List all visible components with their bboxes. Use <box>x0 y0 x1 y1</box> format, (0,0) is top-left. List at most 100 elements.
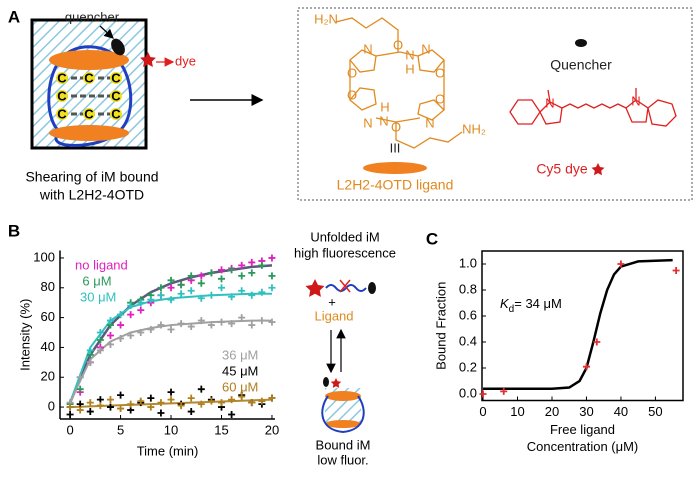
cytosine-label: C <box>84 70 94 85</box>
y-tick-label: 60 <box>41 309 55 324</box>
data-point <box>127 400 135 408</box>
data-point <box>187 287 195 295</box>
kd-subscript: d <box>509 304 515 315</box>
data-point <box>258 261 266 269</box>
y-tick-label: 80 <box>41 279 55 294</box>
dye-atom: N <box>631 93 640 108</box>
data-point <box>106 403 114 411</box>
data-point <box>137 306 145 314</box>
data-point <box>268 318 276 326</box>
y-axis-label: Bound Fraction <box>433 282 448 370</box>
data-point <box>96 336 104 344</box>
scheme-cross <box>339 279 351 293</box>
x-tick-label: 30 <box>579 404 593 419</box>
series-label: 60 μM <box>222 379 258 394</box>
data-point <box>268 272 276 280</box>
data-point <box>117 334 125 342</box>
data-point <box>76 400 84 408</box>
ligand-top <box>49 50 129 70</box>
ligand-structure <box>335 17 463 149</box>
data-point <box>617 260 625 268</box>
atom: O <box>435 91 445 106</box>
data-point <box>157 291 165 299</box>
data-point <box>167 396 175 404</box>
atom: H <box>380 99 389 114</box>
scheme-plus: + <box>328 294 336 309</box>
data-point <box>96 329 104 337</box>
atom: N <box>363 115 372 130</box>
ligand-bottom <box>49 125 129 141</box>
cytosine-dot <box>83 72 95 84</box>
data-point <box>228 320 236 328</box>
data-point <box>177 320 185 328</box>
data-point <box>167 296 175 304</box>
data-point <box>86 399 94 407</box>
scheme-quencher <box>368 282 376 294</box>
quencher-label: quencher <box>65 9 120 24</box>
cytosine-dot <box>110 90 122 102</box>
data-point <box>593 338 601 346</box>
data-point <box>147 403 155 411</box>
data-point <box>157 284 165 292</box>
data-point <box>127 302 135 310</box>
cy5-structure <box>509 88 677 127</box>
scheme-dye <box>305 279 325 297</box>
data-point <box>207 291 215 299</box>
quencher-icon <box>575 39 587 47</box>
data-point <box>500 387 508 395</box>
dye-name: Cy5 dye <box>536 161 588 177</box>
data-point <box>157 321 165 329</box>
y-tick-label: 0.4 <box>459 333 477 348</box>
data-point <box>218 399 226 407</box>
cytosine-label: C <box>111 106 121 121</box>
data-point <box>106 331 114 339</box>
data-point <box>238 393 246 401</box>
data-point <box>177 402 185 410</box>
cytosine-dot <box>83 108 95 120</box>
data-point <box>228 293 236 301</box>
x-tick-label: 5 <box>117 422 124 437</box>
x-tick-label: 40 <box>614 404 628 419</box>
ligand-label: L2H2-4OTD ligand <box>337 177 454 193</box>
kd-symbol: K <box>500 296 510 311</box>
data-point <box>187 272 195 280</box>
data-point <box>117 405 125 413</box>
data-point <box>147 326 155 334</box>
data-point <box>218 318 226 326</box>
amine-left: H₂N <box>314 11 338 26</box>
cytosine-label: C <box>111 88 121 103</box>
data-point <box>187 394 195 402</box>
data-point <box>218 266 226 274</box>
data-point <box>177 281 185 289</box>
dye-star-legend <box>591 163 605 176</box>
data-point <box>228 396 236 404</box>
cytosine-label: C <box>57 88 67 103</box>
data-point <box>117 321 125 329</box>
x-tick-label: 0 <box>479 404 486 419</box>
atom: H <box>405 61 414 76</box>
x-tick-label: 10 <box>510 404 524 419</box>
data-point <box>137 299 145 307</box>
data-point <box>672 267 680 274</box>
data-point <box>66 411 74 419</box>
kd-value: = 34 μM <box>514 296 562 311</box>
series-label: 36 μM <box>222 347 258 362</box>
data-point <box>197 385 205 393</box>
quencher-arrow <box>99 25 114 39</box>
caption: Shearing of iM bound <box>25 169 158 185</box>
data-point <box>117 311 125 319</box>
panel-label: A <box>8 7 20 26</box>
data-point <box>197 272 205 280</box>
cytosine-dot <box>56 90 68 102</box>
x-tick-label: 10 <box>164 422 178 437</box>
atom: N <box>425 115 434 130</box>
data-point <box>582 363 590 371</box>
atom: O <box>347 65 357 80</box>
y-tick-label: 0.0 <box>459 385 477 400</box>
data-point <box>167 326 175 334</box>
data-point <box>218 275 226 283</box>
data-point <box>248 291 256 299</box>
data-point <box>86 408 94 416</box>
x-axis-label: Concentration (μM) <box>527 439 639 454</box>
